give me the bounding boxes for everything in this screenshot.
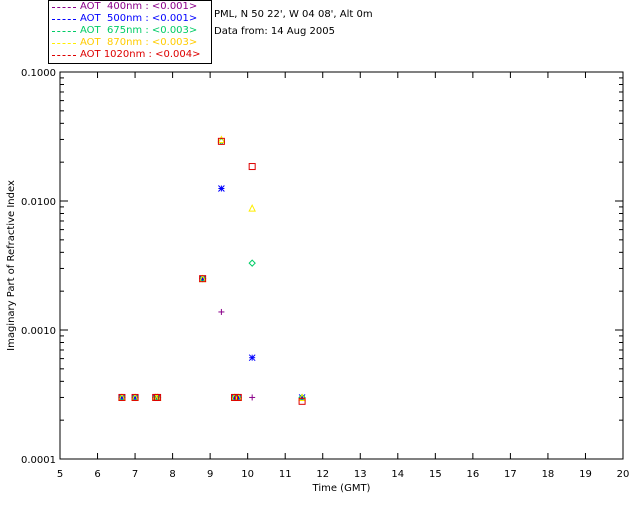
square-shape	[217, 137, 225, 145]
x-tick-label: 6	[94, 469, 100, 480]
square-marker	[118, 393, 126, 401]
x-tick-label: 19	[579, 469, 592, 480]
x-tick-label: 8	[169, 469, 175, 480]
x-tick-label: 12	[316, 469, 329, 480]
legend-item: AOT 675nm : <0.003>	[49, 25, 211, 37]
triangle-marker	[298, 393, 306, 401]
asterisk-marker	[248, 354, 256, 362]
x-tick-label: 15	[429, 469, 442, 480]
legend-item: AOT 500nm : <0.001>	[49, 13, 211, 25]
asterisk-stroke	[248, 354, 256, 362]
legend-line-1020	[52, 55, 76, 56]
y-tick-label: 0.1000	[21, 68, 56, 79]
square-shape	[231, 393, 239, 401]
legend-line-500	[52, 19, 76, 20]
legend-label-500: AOT 500nm : <0.001>	[80, 13, 198, 24]
square-marker	[217, 137, 225, 145]
legend-item: AOT 1020nm : <0.004>	[49, 49, 211, 61]
square-shape	[298, 397, 306, 405]
plus-marker	[218, 308, 225, 315]
legend-label-1020: AOT 1020nm : <0.004>	[80, 49, 201, 60]
asterisk-marker	[218, 185, 225, 192]
legend-label-400: AOT 400nm : <0.001>	[80, 1, 198, 12]
x-tick-label: 9	[207, 469, 213, 480]
square-shape	[118, 393, 126, 401]
legend-item: AOT 870nm : <0.003>	[49, 37, 211, 49]
square-shape	[248, 163, 256, 171]
plus-marker	[249, 394, 256, 401]
x-tick-label: 13	[354, 469, 367, 480]
square-shape	[199, 275, 207, 283]
x-tick-label: 20	[617, 469, 630, 480]
y-axis-title: Imaginary Part of Refractive Index	[6, 180, 17, 351]
x-tick-label: 11	[279, 469, 292, 480]
plot-frame	[59, 71, 624, 460]
legend-label-870: AOT 870nm : <0.003>	[80, 37, 198, 48]
x-tick-label: 16	[466, 469, 479, 480]
x-tick-label: 18	[542, 469, 555, 480]
square-marker	[199, 275, 207, 283]
square-shape	[131, 393, 139, 401]
diamond-marker	[248, 259, 256, 267]
asterisk-stroke	[218, 185, 225, 192]
x-tick-label: 17	[504, 469, 517, 480]
diamond-shape	[248, 259, 256, 267]
square-marker	[131, 393, 139, 401]
legend-line-870	[52, 43, 76, 44]
legend-line-400	[52, 7, 76, 8]
square-marker	[248, 163, 256, 171]
legend-line-675	[52, 31, 76, 32]
square-shape	[234, 393, 242, 401]
x-tick-label: 10	[241, 469, 254, 480]
square-shape	[154, 393, 162, 401]
legend-label-675: AOT 675nm : <0.003>	[80, 25, 198, 36]
x-tick-label: 7	[132, 469, 138, 480]
legend-item: AOT 400nm : <0.001>	[49, 1, 211, 13]
square-marker	[234, 393, 242, 401]
x-tick-label: 14	[391, 469, 404, 480]
x-tick-label: 5	[57, 469, 63, 480]
triangle-shape	[217, 135, 226, 143]
square-marker	[154, 393, 162, 401]
date-info: Data from: 14 Aug 2005	[214, 26, 335, 37]
site-info: PML, N 50 22', W 04 08', Alt 0m	[214, 9, 373, 20]
triangle-shape	[298, 393, 306, 401]
square-marker	[231, 393, 239, 401]
y-tick-label: 0.0100	[21, 197, 56, 208]
legend: AOT 400nm : <0.001> AOT 500nm : <0.001> …	[48, 0, 212, 64]
triangle-marker	[248, 204, 256, 212]
triangle-marker	[217, 135, 226, 143]
y-tick-label: 0.0001	[21, 455, 56, 466]
x-axis-title: Time (GMT)	[312, 483, 371, 494]
y-tick-label: 0.0010	[21, 326, 56, 337]
square-marker	[298, 397, 306, 405]
triangle-shape	[248, 204, 256, 212]
